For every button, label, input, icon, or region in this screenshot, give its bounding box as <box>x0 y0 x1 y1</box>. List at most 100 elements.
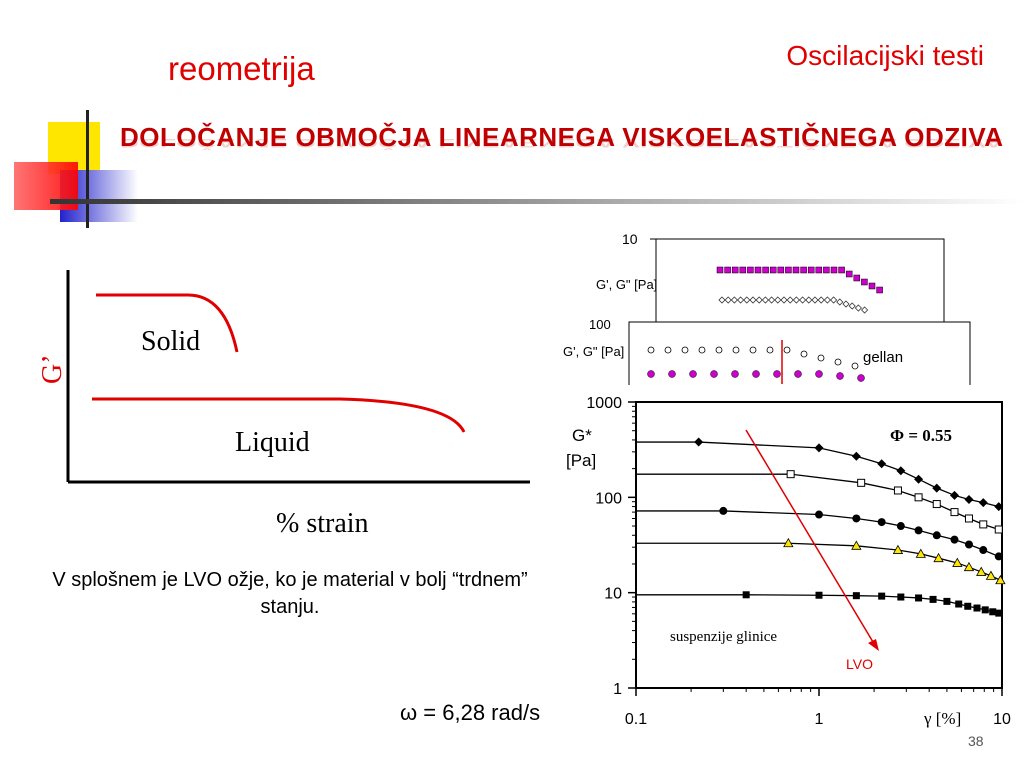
inset1-point <box>716 266 724 274</box>
inset1-point <box>861 278 868 286</box>
data-point <box>892 544 904 554</box>
corner-decoration <box>0 100 1024 230</box>
inset1-point <box>836 298 844 306</box>
data-point <box>976 566 987 576</box>
data-point <box>950 508 959 517</box>
inset1-point <box>823 266 830 274</box>
data-point <box>742 591 750 599</box>
inset2-point <box>834 358 842 366</box>
data-point <box>852 514 861 523</box>
inset1-point <box>853 274 861 282</box>
data-point <box>973 604 981 612</box>
y-tick-label: 1000 <box>586 395 622 412</box>
inset2-point <box>715 346 723 354</box>
inset1-point <box>800 266 807 274</box>
data-point <box>786 470 795 479</box>
inset1-point <box>799 296 807 304</box>
inset1-point <box>739 266 747 274</box>
data-point <box>915 548 926 558</box>
inset2-point <box>752 370 760 378</box>
lvo-arrowhead <box>868 639 879 651</box>
data-point <box>914 526 923 535</box>
inset2-point <box>817 354 825 362</box>
inset1-point <box>815 266 823 274</box>
inset1-point <box>777 266 785 274</box>
inset1-point <box>838 266 845 274</box>
data-point <box>979 546 988 555</box>
data-point <box>995 609 1003 617</box>
inset1-point <box>730 296 738 304</box>
inset2-annotation: gellan <box>863 349 903 366</box>
inset2-point <box>815 370 823 378</box>
inset1-series-magenta <box>716 266 883 294</box>
data-point <box>950 535 959 544</box>
omega-label: ω = 6,28 rad/s <box>400 700 541 725</box>
inset1-point <box>747 266 754 274</box>
inset2-point <box>710 370 718 378</box>
inset2-point <box>698 346 706 354</box>
liquid-curve <box>92 397 466 433</box>
inset1-point <box>724 266 731 274</box>
inset2-point <box>766 346 774 354</box>
data-point <box>989 608 997 616</box>
inset2-point <box>857 374 865 382</box>
data-point <box>893 486 902 495</box>
y-tick-label: 1 <box>613 681 622 698</box>
data-point <box>932 500 941 509</box>
inset1-point <box>785 266 792 274</box>
inset1-point <box>755 296 763 304</box>
inset1-point <box>780 296 788 304</box>
inset1-point <box>718 296 726 304</box>
data-point <box>694 437 704 447</box>
inset1-point <box>848 302 856 310</box>
inset2-point <box>836 372 844 380</box>
inset1-point <box>743 296 751 304</box>
inset2-ylabel: G', G" [Pa] <box>563 344 624 359</box>
inset1-point <box>854 304 862 312</box>
data-point <box>964 514 973 523</box>
inset1-point <box>786 296 794 304</box>
main-y-label-line1: G* <box>572 426 592 445</box>
inset1-point <box>774 296 782 304</box>
inset1-series-diamond <box>718 296 869 314</box>
data-point <box>943 597 951 605</box>
main-x-label: γ [%] <box>923 709 961 728</box>
data-point <box>994 502 1004 512</box>
data-point <box>964 540 973 549</box>
data-point <box>978 498 988 508</box>
inset1-point <box>737 296 745 304</box>
inset2-point <box>732 346 740 354</box>
data-point <box>877 459 887 469</box>
inset-chart-back: 10 G', G" [Pa] <box>596 231 945 325</box>
inset1-point <box>861 306 869 314</box>
inset1-point <box>842 300 850 308</box>
inset1-point <box>876 286 883 294</box>
main-y-label-line2: [Pa] <box>566 451 596 470</box>
inset1-point <box>807 266 815 274</box>
inset1-point <box>845 270 853 278</box>
data-point <box>897 593 905 601</box>
data-point <box>814 443 824 453</box>
y-tick-label: 10 <box>604 586 622 603</box>
schematic-chart: Solid Liquid G’ % strain <box>37 270 530 539</box>
inset1-point <box>830 266 838 274</box>
inset1-point <box>749 296 757 304</box>
inset1-ylabel: G', G" [Pa] <box>596 277 657 292</box>
data-point <box>985 570 997 580</box>
inset2-point <box>664 346 672 354</box>
schematic-y-label: G’ <box>37 354 68 384</box>
data-point <box>952 557 963 567</box>
suspension-annotation: suspenzije glinice <box>670 629 777 645</box>
data-point <box>964 602 972 610</box>
inset2-point <box>773 370 781 378</box>
data-point <box>815 591 823 599</box>
inset1-point <box>830 296 838 304</box>
solid-label: Solid <box>141 326 200 357</box>
header-right-title: Oscilacijski testi <box>786 40 984 71</box>
data-point <box>979 520 988 529</box>
data-point <box>994 552 1003 561</box>
inset1-point <box>769 266 777 274</box>
inset2-point <box>851 362 859 370</box>
x-tick-label: 1 <box>815 711 824 728</box>
data-point <box>852 592 860 600</box>
